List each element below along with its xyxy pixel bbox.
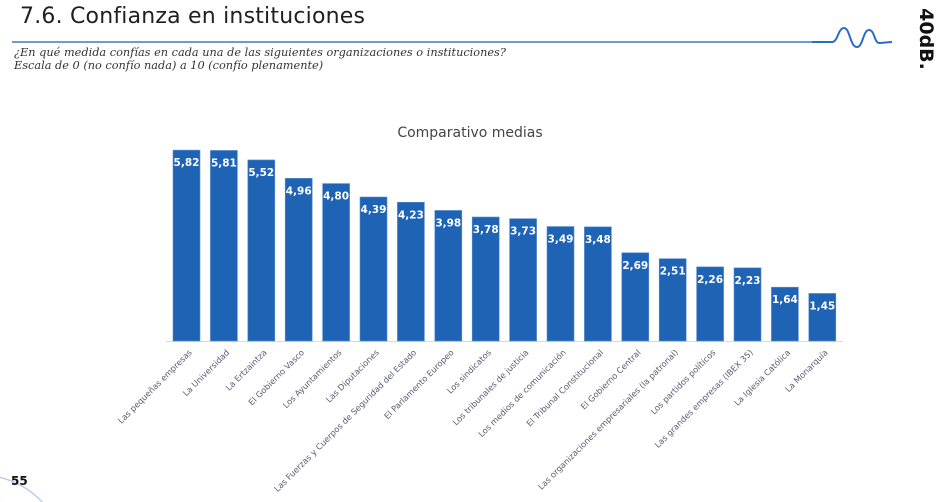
wave-icon xyxy=(812,26,892,49)
bar-value-label: 5,82 xyxy=(174,157,200,169)
category-label: El Parlamento Europeo xyxy=(382,347,456,421)
bar-5 xyxy=(322,183,350,342)
bar-11 xyxy=(546,226,575,342)
page-number: 55 xyxy=(11,474,28,488)
bar-value-label: 3,98 xyxy=(435,217,461,229)
bar-1 xyxy=(172,149,201,342)
bar-18 xyxy=(808,293,837,342)
bar-value-label: 3,49 xyxy=(548,234,574,246)
title-underline xyxy=(12,41,822,43)
bar-value-label: 2,26 xyxy=(697,274,723,286)
page-title: 7.6. Confianza en instituciones xyxy=(20,4,366,29)
bar-value-label: 1,64 xyxy=(772,294,798,306)
chart-title: Comparativo medias xyxy=(397,125,542,141)
bar-value-label: 1,45 xyxy=(809,300,835,312)
category-label: Los tribunales de justicia xyxy=(451,347,531,427)
bar-value-label: 2,23 xyxy=(735,275,761,287)
bar-value-label: 3,78 xyxy=(473,224,499,236)
scale-text: Escala de 0 (no confío nada) a 10 (confí… xyxy=(14,59,324,72)
question-subtitle: ¿En qué medida confías en cada una de la… xyxy=(14,46,506,72)
bar-value-label: 2,69 xyxy=(622,260,648,272)
question-text: ¿En qué medida confías en cada una de la… xyxy=(14,46,506,59)
bar-value-label: 4,39 xyxy=(361,204,387,216)
bar-value-label: 4,80 xyxy=(323,191,349,203)
bar-2 xyxy=(210,150,238,342)
bar-14 xyxy=(658,258,687,342)
category-label: Las pequeñas empresas xyxy=(116,347,194,425)
category-label: Las organizaciones empresariales (la pat… xyxy=(536,347,680,491)
bar-12 xyxy=(584,226,612,342)
bar-3 xyxy=(247,159,276,342)
bar-value-label: 2,51 xyxy=(660,266,686,278)
bar-value-label: 3,48 xyxy=(585,234,611,246)
bar-value-label: 5,81 xyxy=(211,157,237,169)
bar-6 xyxy=(359,196,388,342)
bar-value-label: 5,52 xyxy=(248,167,274,179)
bar-13 xyxy=(621,252,650,342)
bars-group: 5,82 5,81 5,52 4,96 4,80 4,39 4,23 3,98 3,78 3,73… xyxy=(172,149,837,342)
bar-8 xyxy=(434,210,463,342)
bar-10 xyxy=(509,218,537,342)
bar-value-label: 3,73 xyxy=(510,226,536,238)
bar-value-label: 4,23 xyxy=(398,209,424,221)
bar-15 xyxy=(696,266,724,342)
bar-7 xyxy=(397,201,425,342)
category-label: El Tribunal Constitucional xyxy=(524,347,605,428)
bar-value-label: 4,96 xyxy=(286,185,312,197)
bar-9 xyxy=(471,216,500,342)
category-label: Los partidos políticos xyxy=(648,347,717,416)
category-label: Las Fuerzas y Cuerpos de Seguridad del E… xyxy=(272,347,418,493)
bar-17 xyxy=(771,286,799,342)
bar-4 xyxy=(284,178,313,342)
bar-16 xyxy=(733,267,762,342)
